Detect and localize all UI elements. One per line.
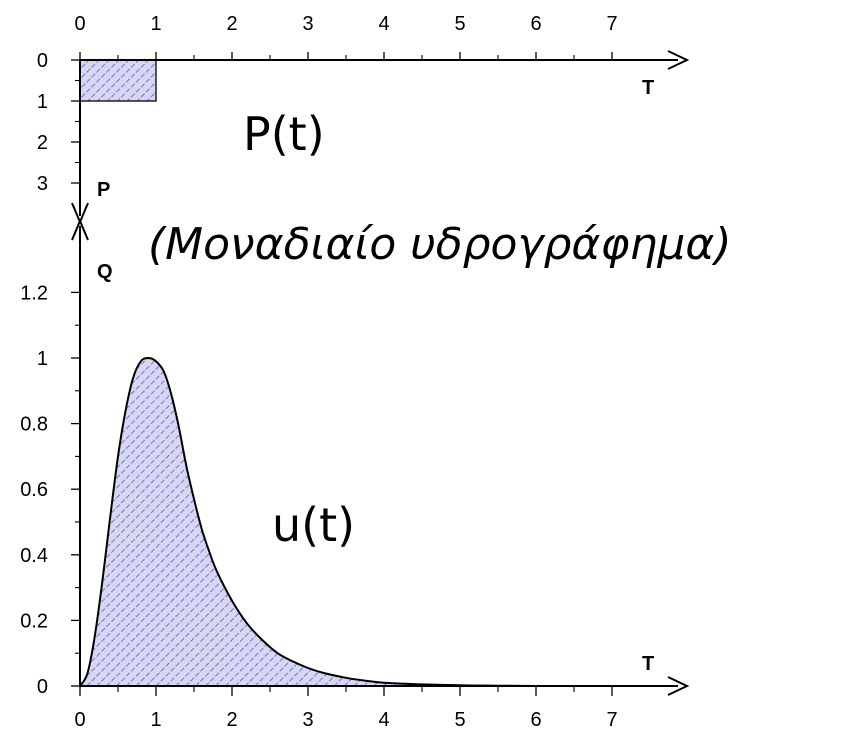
top-x-tick-label: 7 [606, 13, 617, 35]
rainfall-pulse-bar [79, 59, 157, 102]
bottom-tick-marks: 0 1 2 3 4 5 6 7 0 0.2 0.4 0.6 0.8 1 1.2 [20, 282, 617, 731]
bottom-x-tick-label: 7 [606, 709, 617, 731]
top-x-tick-label: 2 [226, 13, 237, 35]
top-x-axis-arrow [667, 50, 690, 70]
bottom-y-tick-label: 0.6 [20, 479, 48, 501]
bottom-y-tick-label: 1.2 [20, 282, 48, 304]
hydrograph-area [80, 358, 612, 687]
top-x-tick-label: 4 [378, 13, 389, 35]
rainfall-chart: 0 1 2 3 4 5 6 7 0 1 2 3 T P P(t) [37, 13, 690, 225]
bottom-x-tick-label: 2 [226, 709, 237, 731]
top-x-tick-label: 5 [454, 13, 465, 35]
bottom-y-axis-label: Q [97, 261, 113, 283]
bottom-x-axis-label: T [642, 653, 654, 675]
top-y-axis-label: P [97, 179, 110, 201]
bottom-x-tick-label: 4 [378, 709, 389, 731]
top-y-tick-label: 3 [37, 173, 48, 195]
bottom-y-tick-label: 0.4 [20, 545, 48, 567]
top-y-tick-label: 1 [37, 91, 48, 113]
top-y-tick-label: 0 [37, 50, 48, 72]
top-y-tick-label: 2 [37, 132, 48, 154]
bottom-y-tick-label: 1 [37, 348, 48, 370]
bottom-x-tick-label: 6 [530, 709, 541, 731]
bottom-x-tick-label: 5 [454, 709, 465, 731]
chart-caption: (Μοναδιαίο υδρογράφημα) [148, 219, 732, 270]
top-tick-marks: 0 1 2 3 4 5 6 7 0 1 2 3 [37, 13, 618, 195]
bottom-x-tick-label: 3 [302, 709, 313, 731]
top-x-tick-label: 1 [150, 13, 161, 35]
q-axis-arrow [71, 218, 89, 241]
hydrograph-chart: 0 1 2 3 4 5 6 7 0 0.2 0.4 0.6 0.8 1 1.2 T Q u(t) [20, 218, 690, 731]
bottom-y-tick-label: 0.2 [20, 610, 48, 632]
hydrograph-curve [79, 356, 613, 688]
bottom-x-tick-label: 0 [74, 709, 85, 731]
top-x-tick-label: 3 [302, 13, 313, 35]
bottom-y-tick-label: 0.8 [20, 414, 48, 436]
bottom-x-axis-arrow [667, 676, 690, 696]
rainfall-series-label: P(t) [243, 107, 325, 161]
top-x-tick-label: 6 [530, 13, 541, 35]
top-x-tick-label: 0 [74, 13, 85, 35]
hydrograph-series-label: u(t) [272, 498, 355, 552]
bottom-y-tick-label: 0 [37, 676, 48, 698]
bottom-x-tick-label: 1 [150, 709, 161, 731]
top-x-axis-label: T [642, 77, 654, 99]
